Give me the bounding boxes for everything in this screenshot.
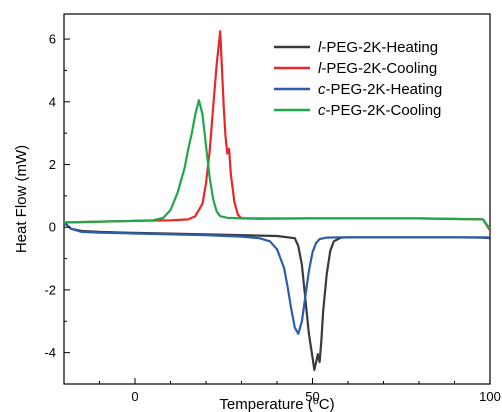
y-tick-label: -2 [44, 282, 56, 297]
legend-label: c-PEG-2K-Cooling [318, 102, 441, 119]
x-axis-ticks: 0 50 100 [99, 378, 501, 404]
y-tick-label: 2 [49, 157, 56, 172]
series-line-3 [62, 99, 492, 230]
x-tick-label: 0 [131, 389, 138, 404]
y-tick-label: 4 [49, 94, 56, 109]
y-tick-label: -4 [44, 345, 56, 360]
legend: l-PEG-2K-Heating l-PEG-2K-Cooling c-PEG-2K… [274, 39, 442, 119]
series-line-0 [62, 221, 492, 371]
legend-label: c-PEG-2K-Heating [318, 81, 442, 98]
x-axis-title: Temperature (⁰C) [219, 396, 334, 412]
y-tick-label: 0 [49, 220, 56, 235]
plot-area: 0 50 100 -4 -2 0 2 4 6 [44, 13, 501, 404]
legend-label: l-PEG-2K-Heating [318, 39, 438, 56]
series-layer [62, 30, 492, 371]
y-tick-label: 6 [49, 32, 56, 47]
x-tick-label: 50 [305, 389, 319, 404]
series-line-2 [62, 221, 492, 335]
x-tick-label: 100 [479, 389, 501, 404]
y-axis-title: Heat Flow (mW) [13, 145, 30, 253]
legend-label: l-PEG-2K-Cooling [318, 60, 437, 77]
y-axis-ticks: -4 -2 0 2 4 6 [44, 32, 70, 385]
